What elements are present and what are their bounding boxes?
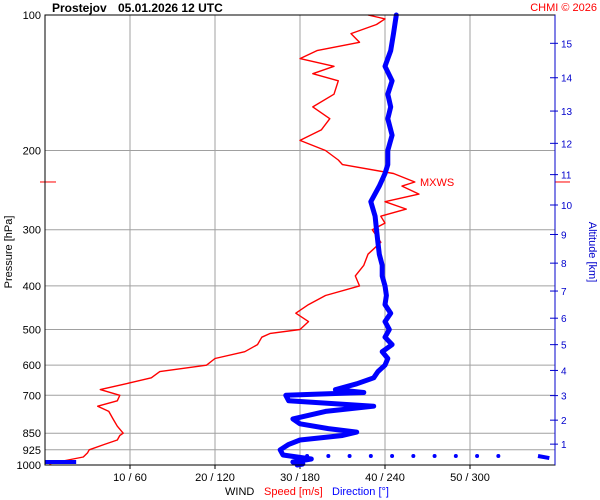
pressure-tick-label: 100 [23, 10, 41, 22]
altitude-tick-label: 10 [561, 201, 573, 212]
chart-credit: CHMI © 2026 [530, 2, 597, 14]
pressure-tick-label: 200 [23, 145, 41, 157]
direction-dot [347, 454, 352, 459]
altitude-tick-label: 6 [561, 314, 567, 325]
direction-dot [390, 454, 395, 459]
direction-dot [475, 454, 480, 459]
altitude-tick-label: 4 [561, 366, 567, 377]
altitude-tick-label: 11 [561, 171, 572, 182]
altitude-tick-label: 5 [561, 341, 567, 352]
direction-surface-blip [537, 454, 550, 461]
altitude-tick-label: 9 [561, 230, 567, 241]
altitude-tick-label: 7 [561, 287, 567, 298]
x-tick-label: 30 / 180 [280, 472, 320, 484]
pressure-tick-label: 400 [23, 281, 41, 293]
altitude-tick-label: 14 [561, 74, 573, 85]
pressure-tick-label: 1000 [17, 460, 41, 472]
x-label-wind: WIND [225, 486, 254, 498]
direction-dot [368, 454, 373, 459]
altitude-tick-label: 15 [561, 39, 573, 50]
x-tick-label: 10 / 60 [113, 472, 147, 484]
altitude-tick-label: 13 [561, 107, 573, 118]
altitude-tick-label: 8 [561, 259, 567, 270]
altitude-tick-label: 1 [561, 440, 567, 451]
direction-dot [411, 454, 416, 459]
direction-dot [496, 454, 501, 459]
pressure-tick-label: 300 [23, 225, 41, 237]
direction-dot [432, 454, 437, 459]
chart-title: Prostejov [52, 1, 107, 15]
x-label-speed: Speed [m/s] [264, 486, 323, 498]
altitude-tick-label: 3 [561, 392, 567, 403]
altitude-axis-label: Altitude [km] [586, 222, 598, 283]
x-tick-label: 20 / 120 [195, 472, 235, 484]
grid-layer [45, 14, 555, 466]
direction-dot [305, 454, 310, 459]
altitude-tick-label: 12 [561, 139, 573, 150]
altitude-tick-label: 2 [561, 416, 567, 427]
x-tick-label: 40 / 240 [365, 472, 405, 484]
pressure-tick-label: 700 [23, 390, 41, 402]
chart-subtitle: 05.01.2026 12 UTC [118, 1, 223, 15]
direction-dot [453, 454, 458, 459]
x-label-direction: Direction [°] [332, 486, 389, 498]
pressure-tick-label: 850 [23, 428, 41, 440]
direction-line [277, 12, 399, 468]
pressure-tick-label: 925 [23, 445, 41, 457]
y-axis-label: Pressure [hPa] [3, 216, 15, 289]
pressure-tick-label: 600 [23, 360, 41, 372]
direction-dot [326, 454, 331, 459]
x-tick-label: 50 / 300 [450, 472, 490, 484]
max-wind-label: MXWS [420, 177, 454, 189]
speed-line [49, 14, 420, 465]
series-layer [40, 12, 570, 468]
pressure-tick-label: 500 [23, 325, 41, 337]
